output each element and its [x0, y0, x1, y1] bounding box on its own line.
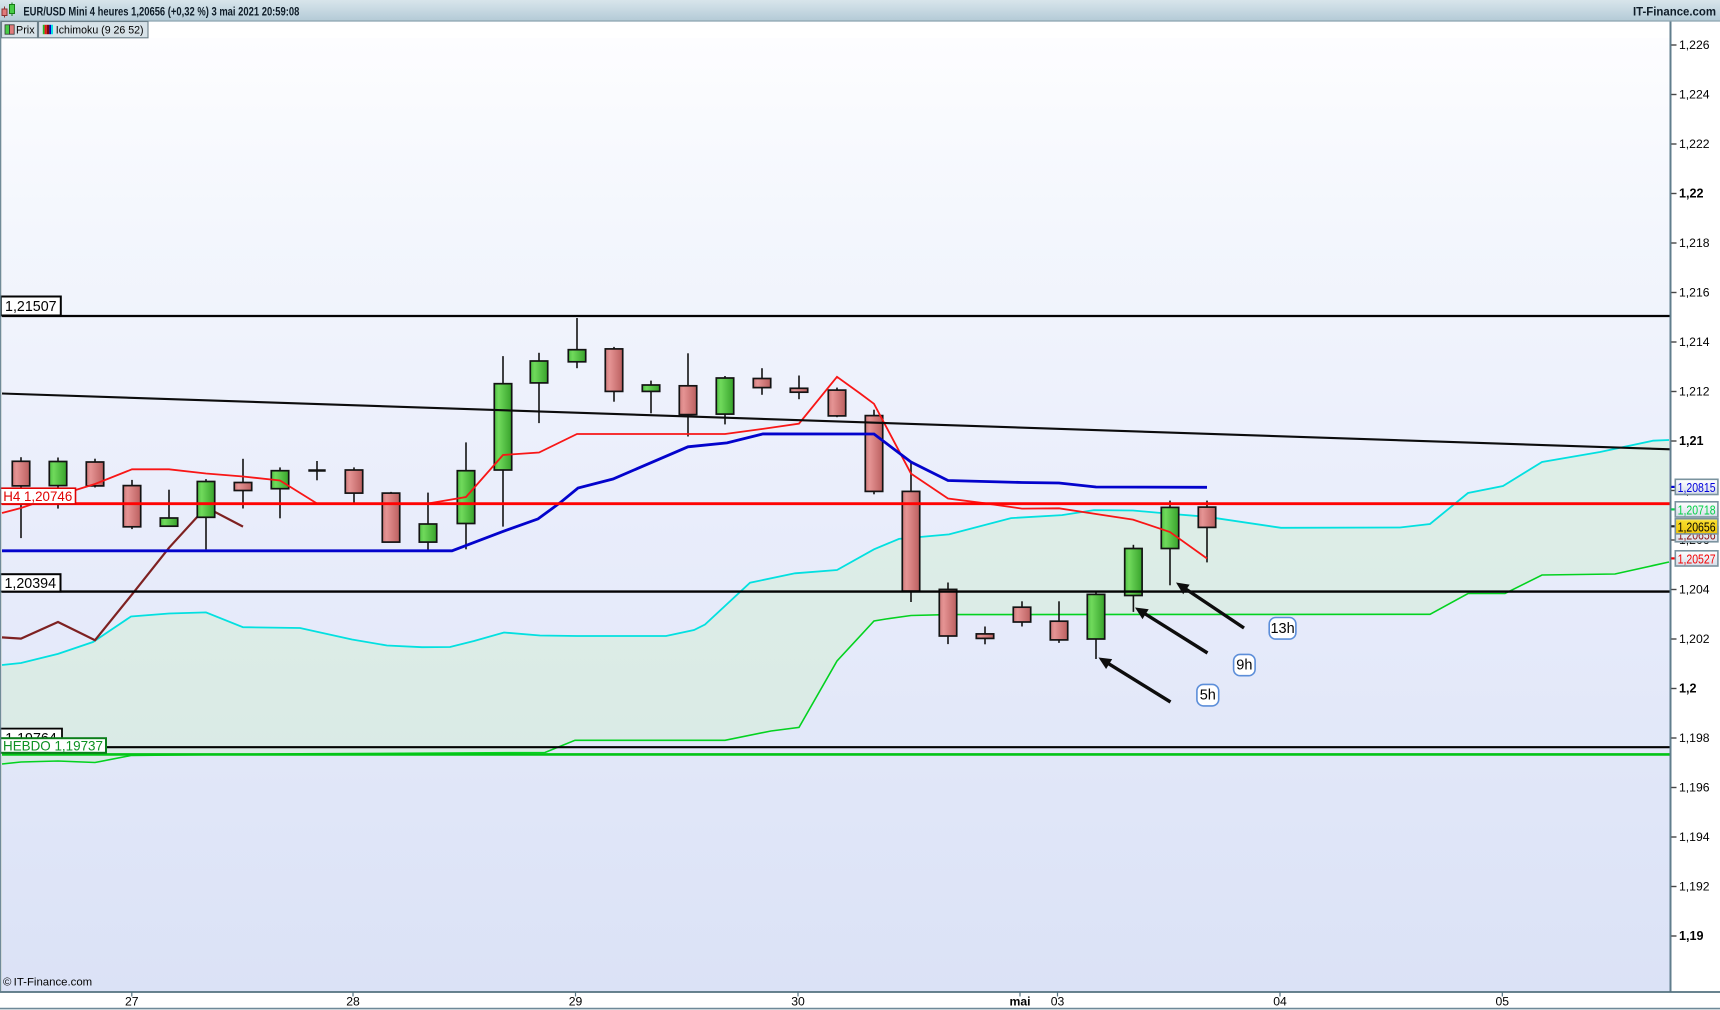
svg-text:1,21: 1,21	[1679, 434, 1704, 448]
svg-text:© IT-Finance.com: © IT-Finance.com	[3, 977, 92, 989]
svg-text:1,216: 1,216	[1679, 286, 1710, 300]
svg-text:05: 05	[1496, 995, 1510, 1009]
svg-text:Ichimoku (9 26 52): Ichimoku (9 26 52)	[56, 25, 144, 37]
svg-text:1,218: 1,218	[1679, 236, 1710, 250]
svg-text:1,196: 1,196	[1679, 781, 1710, 795]
svg-text:1,20656: 1,20656	[1678, 520, 1716, 535]
svg-text:1,198: 1,198	[1679, 731, 1710, 745]
svg-text:1,214: 1,214	[1679, 335, 1710, 349]
svg-text:1,20718: 1,20718	[1678, 503, 1716, 518]
svg-text:1,224: 1,224	[1679, 88, 1710, 102]
svg-text:1,2: 1,2	[1679, 682, 1697, 696]
svg-text:1,226: 1,226	[1679, 38, 1710, 52]
svg-text:9h: 9h	[1236, 658, 1252, 674]
svg-text:IT-Finance.com: IT-Finance.com	[1633, 4, 1716, 18]
svg-text:1,22: 1,22	[1679, 187, 1704, 201]
svg-text:1,204: 1,204	[1679, 583, 1710, 597]
svg-text:mai: mai	[1009, 995, 1030, 1009]
svg-text:1,21507: 1,21507	[5, 298, 57, 315]
svg-text:5h: 5h	[1200, 688, 1216, 704]
svg-text:1,20527: 1,20527	[1678, 552, 1716, 567]
svg-text:1,194: 1,194	[1679, 830, 1710, 844]
svg-text:29: 29	[569, 995, 583, 1009]
svg-text:1,192: 1,192	[1679, 880, 1710, 894]
svg-text:1,222: 1,222	[1679, 137, 1710, 151]
svg-text:1,202: 1,202	[1679, 632, 1710, 646]
svg-text:1,19: 1,19	[1679, 929, 1704, 943]
svg-text:1,20815: 1,20815	[1678, 480, 1716, 495]
svg-text:Prix: Prix	[16, 25, 35, 37]
svg-text:30: 30	[791, 995, 805, 1009]
svg-text:EUR/USD Mini 4 heures 1,20656: EUR/USD Mini 4 heures 1,20656 (+0,32 %) …	[23, 4, 299, 18]
svg-text:1,20394: 1,20394	[5, 575, 57, 592]
svg-text:1,212: 1,212	[1679, 385, 1710, 399]
svg-text:HEBDO 1,19737: HEBDO 1,19737	[3, 739, 103, 754]
svg-text:28: 28	[346, 995, 360, 1009]
svg-text:H4 1,20746: H4 1,20746	[3, 489, 72, 504]
svg-text:03: 03	[1051, 995, 1065, 1009]
svg-text:27: 27	[125, 995, 139, 1009]
svg-text:04: 04	[1273, 995, 1287, 1009]
svg-text:13h: 13h	[1270, 621, 1294, 637]
